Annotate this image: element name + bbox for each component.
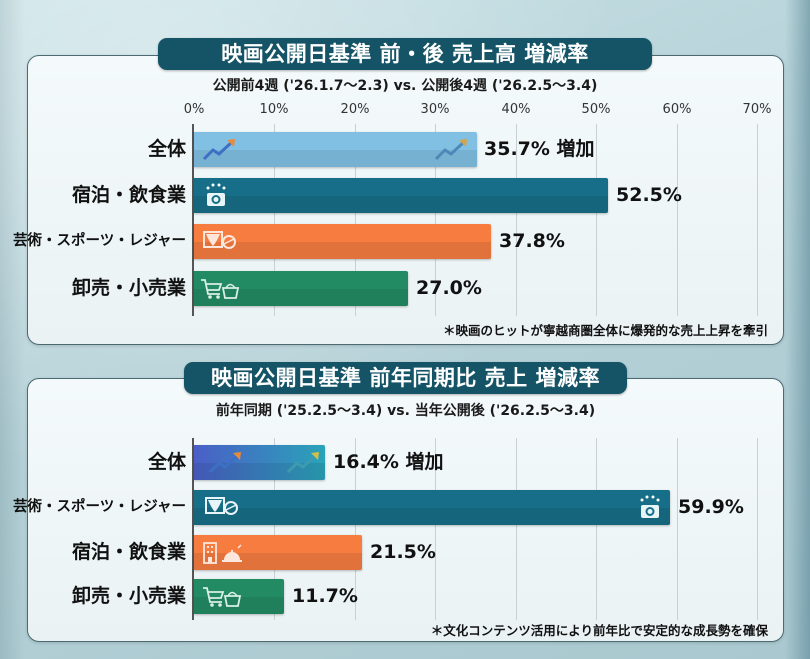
bar-wholesale-retail — [194, 271, 408, 306]
shopping-cart-icon — [201, 279, 240, 299]
category-label: 卸売・小売業 — [71, 277, 186, 299]
category-label: 宿泊・飲食業 — [71, 184, 186, 206]
category-label: 芸術・スポーツ・レジャー — [13, 233, 186, 249]
bar-arts-sports-leisure — [194, 490, 670, 525]
bar-lodging-dining — [194, 535, 362, 570]
chart1-x-axis: 0% 10% 20% 30% 40% 50% 60% 70% — [0, 102, 810, 122]
category-label: 芸術・スポーツ・レジャー — [13, 499, 186, 515]
x-tick: 70% — [742, 102, 772, 117]
x-tick: 50% — [581, 102, 611, 117]
camera-icon — [640, 495, 660, 518]
x-tick: 20% — [340, 102, 370, 117]
trend-up-icon — [434, 139, 467, 161]
bar-overall — [194, 445, 325, 480]
chart2-title: 映画公開日基準 前年同期比 売上 増減率 — [184, 362, 627, 394]
bar-overall — [194, 132, 477, 167]
trend-up-icon — [202, 139, 235, 161]
x-tick: 0% — [183, 102, 205, 117]
theater-sports-icon — [205, 497, 238, 515]
hotel-dining-icon — [203, 542, 242, 564]
bar-wholesale-retail — [194, 579, 284, 614]
bar-arts-sports-leisure — [194, 224, 491, 259]
chart1-footnote: ＊映画のヒットが寧越商圏全体に爆発的な売上上昇を牽引 — [442, 323, 768, 338]
camera-icon — [206, 183, 226, 206]
value-label: 27.0% — [416, 277, 482, 299]
chart1-title: 映画公開日基準 前・後 売上高 増減率 — [158, 38, 652, 70]
x-tick: 10% — [259, 102, 289, 117]
category-label: 全体 — [147, 451, 186, 473]
chart2-footnote: ＊文化コンテンツ活用により前年比で安定的な成長勢を確保 — [430, 623, 768, 638]
x-tick: 40% — [501, 102, 531, 117]
trend-up-icon — [286, 452, 319, 474]
category-label: 宿泊・飲食業 — [71, 541, 186, 563]
value-label: 59.9% — [678, 496, 744, 518]
value-label: 11.7% — [292, 585, 358, 607]
value-label: 16.4% 増加 — [333, 451, 444, 473]
value-label: 37.8% — [499, 230, 565, 252]
chart1-subtitle: 公開前4週 ('26.1.7〜2.3) vs. 公開後4週 ('26.2.5〜3… — [212, 78, 598, 94]
x-tick: 60% — [662, 102, 692, 117]
bar-lodging-dining — [194, 178, 608, 213]
chart2-subtitle: 前年同期 ('25.2.5〜3.4) vs. 当年公開後 ('26.2.5〜3.… — [215, 403, 596, 419]
value-label: 52.5% — [616, 184, 682, 206]
value-label: 21.5% — [370, 541, 436, 563]
category-label: 全体 — [147, 138, 186, 160]
shopping-cart-icon — [203, 587, 242, 607]
x-tick: 30% — [420, 102, 450, 117]
value-label: 35.7% 増加 — [484, 138, 595, 160]
trend-up-icon — [208, 452, 241, 474]
category-label: 卸売・小売業 — [71, 585, 186, 607]
theater-sports-icon — [203, 231, 236, 249]
